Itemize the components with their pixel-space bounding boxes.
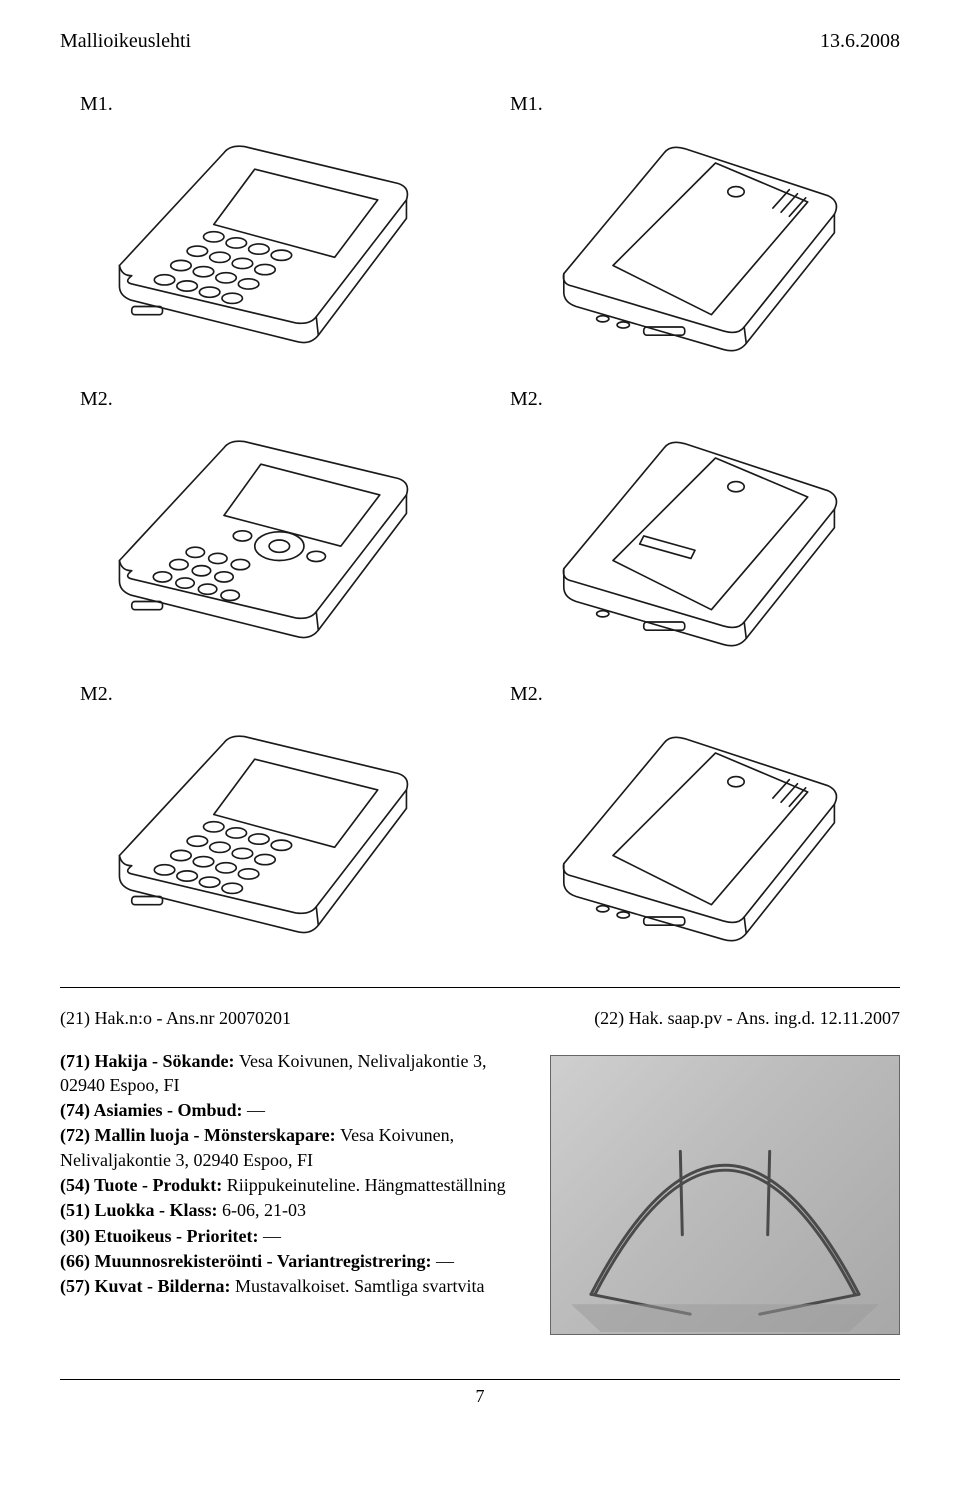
record-block: (21) Hak.n:o - Ans.nr 20070201 (22) Hak.… [60, 1006, 900, 1298]
figure-label: M2. [510, 388, 543, 411]
figure-m2-back: M2. [490, 388, 900, 653]
header-date: 13.6.2008 [820, 30, 900, 53]
header-title: Mallioikeuslehti [60, 30, 191, 53]
phone-m2-back2-drawing [490, 712, 900, 948]
phone-front-iso-drawing [60, 122, 470, 358]
figure-m2-front-2: M2. [60, 683, 470, 948]
figure-m1-back: M1. [490, 93, 900, 358]
figure-m2-front: M2. [60, 388, 470, 653]
field-22: (22) Hak. saap.pv - Ans. ing.d. 12.11.20… [594, 1006, 900, 1030]
page-header: Mallioikeuslehti 13.6.2008 [60, 30, 900, 53]
figure-label: M2. [80, 388, 113, 411]
record-top-row: (21) Hak.n:o - Ans.nr 20070201 (22) Hak.… [60, 1006, 900, 1030]
phone-m2-front2-drawing [60, 712, 470, 948]
divider [60, 987, 900, 988]
figure-m2-back-2: M2. [490, 683, 900, 948]
phone-m2-back-drawing [490, 417, 900, 653]
figures-grid: M1. [60, 93, 900, 947]
page-number: 7 [476, 1386, 485, 1406]
hammock-stand-photo [550, 1055, 900, 1335]
figure-m1-front: M1. [60, 93, 470, 358]
phone-back-iso-drawing [490, 122, 900, 358]
field-21: (21) Hak.n:o - Ans.nr 20070201 [60, 1006, 291, 1030]
figure-label: M1. [510, 93, 543, 116]
figure-label: M1. [80, 93, 113, 116]
page-footer: 7 [60, 1379, 900, 1407]
figure-label: M2. [80, 683, 113, 706]
phone-m2-front-drawing [60, 417, 470, 653]
figure-label: M2. [510, 683, 543, 706]
